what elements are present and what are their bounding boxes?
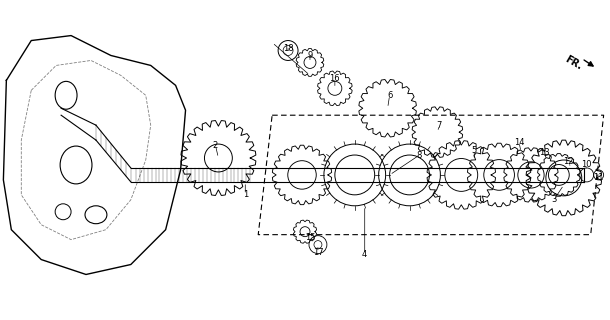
Text: 4: 4: [362, 250, 367, 259]
Text: 2: 2: [213, 140, 218, 149]
Text: 13: 13: [539, 148, 549, 156]
Text: 10: 10: [581, 160, 592, 170]
Text: 7: 7: [437, 121, 442, 130]
Text: 15: 15: [305, 233, 315, 242]
Text: 5: 5: [472, 146, 477, 155]
Text: 12: 12: [564, 157, 574, 166]
Text: 9: 9: [307, 51, 312, 60]
Text: FR.: FR.: [563, 54, 584, 71]
Text: 8: 8: [417, 150, 422, 160]
Text: 6: 6: [387, 91, 392, 100]
Text: 17: 17: [313, 248, 323, 257]
Text: 11: 11: [594, 173, 604, 182]
Text: 18: 18: [283, 44, 293, 53]
Text: 3: 3: [551, 195, 556, 204]
Text: 16: 16: [329, 74, 340, 83]
Text: 1: 1: [243, 190, 248, 199]
Text: 14: 14: [514, 138, 524, 147]
